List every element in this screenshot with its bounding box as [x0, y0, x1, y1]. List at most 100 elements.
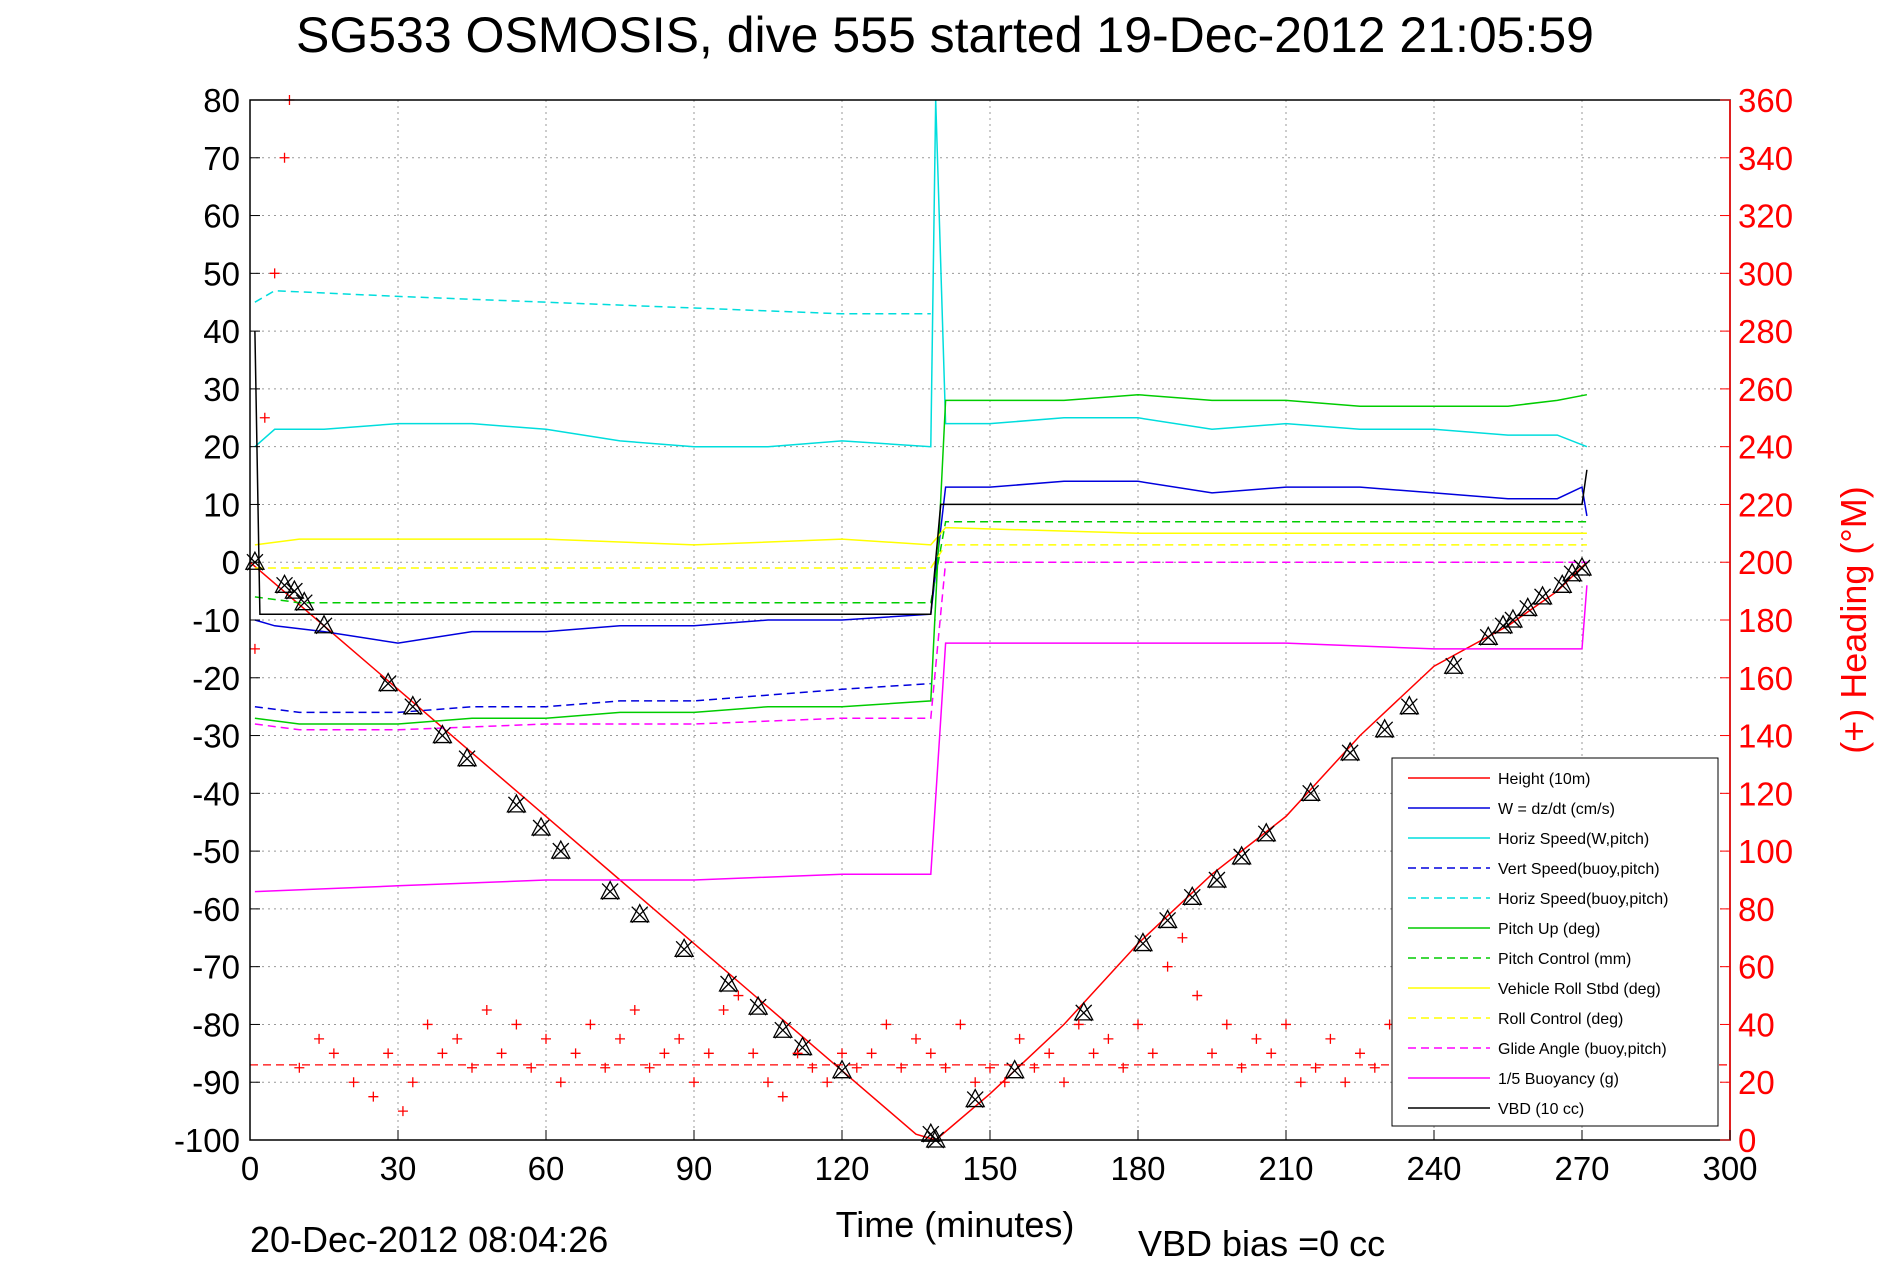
heading-point-9	[368, 1091, 379, 1102]
series-line-5	[254, 393, 1588, 725]
y-tick-label-12: -40	[192, 775, 240, 812]
series-line-8	[254, 544, 1587, 569]
y-tick-label-13: -50	[192, 833, 240, 870]
y-tick-label-1: 70	[203, 140, 240, 177]
legend-label-9: Glide Angle (buoy,pitch)	[1498, 1041, 1667, 1058]
x-tick-label-10: 300	[1702, 1150, 1757, 1187]
heading-point-49	[955, 1019, 966, 1030]
depth-marker-40	[1532, 585, 1553, 606]
heading-point-27	[629, 1005, 640, 1015]
depth-marker-14	[674, 937, 695, 958]
depth-marker-27	[1182, 885, 1203, 906]
y-tick-label-11: -30	[192, 718, 240, 755]
heading-point-71	[1281, 1019, 1291, 1030]
heading-point-76	[1355, 1048, 1365, 1059]
legend-label-5: Pitch Up (deg)	[1498, 921, 1600, 938]
heading-point-37	[777, 1091, 788, 1102]
series-line-1	[254, 480, 1588, 644]
y-tick-label-4: 40	[203, 313, 240, 350]
heading-point-54	[1029, 1062, 1040, 1073]
heading-point-1	[259, 412, 270, 423]
depth-marker-16	[748, 995, 769, 1016]
series-line-3	[254, 682, 931, 714]
heading-point-3	[279, 152, 290, 163]
heading-point-68	[1236, 1062, 1247, 1073]
heading-point-21	[541, 1033, 551, 1044]
y-tick-label-10: -20	[192, 660, 240, 697]
depth-marker-1	[274, 573, 295, 594]
heading-point-77	[1369, 1062, 1380, 1073]
series-line-6	[254, 521, 1587, 604]
y-tick-label-5: 30	[203, 371, 240, 408]
heading-point-6	[314, 1033, 325, 1044]
depth-marker-26	[1157, 909, 1178, 929]
heading-point-34	[733, 990, 744, 1001]
right-tick-label-8: 200	[1738, 544, 1793, 581]
depth-marker-29	[1231, 845, 1252, 866]
heading-point-32	[703, 1048, 714, 1059]
heading-point-10	[383, 1048, 394, 1059]
depth-marker-9	[506, 793, 527, 814]
heading-point-36	[763, 1077, 773, 1088]
right-tick-label-11: 140	[1738, 718, 1793, 755]
depth-marker-37	[1492, 614, 1514, 635]
y-tick-label-8: 0	[222, 544, 240, 581]
depth-marker-2	[284, 579, 305, 600]
heading-point-74	[1325, 1033, 1336, 1044]
y-tick-label-0: 80	[203, 82, 240, 119]
legend-label-8: Roll Control (deg)	[1498, 1011, 1623, 1028]
heading-point-57	[1073, 1019, 1084, 1030]
heading-point-51	[985, 1062, 995, 1073]
legend-label-4: Horiz Speed(buoy,pitch)	[1498, 891, 1668, 908]
heading-point-44	[881, 1019, 892, 1030]
depth-marker-43	[1571, 556, 1593, 577]
heading-point-17	[481, 1005, 492, 1015]
depth-marker-11	[550, 839, 571, 860]
right-tick-label-5: 260	[1738, 371, 1793, 408]
y-tick-label-16: -80	[192, 1006, 240, 1043]
heading-point-65	[1192, 990, 1203, 1001]
y-tick-label-7: 10	[203, 486, 240, 523]
heading-point-42	[851, 1062, 862, 1073]
heading-point-69	[1251, 1033, 1262, 1044]
right-axis-label: (+) Heading (°M)	[1833, 486, 1874, 753]
x-tick-label-6: 180	[1110, 1150, 1165, 1187]
x-tick-label-8: 240	[1406, 1150, 1461, 1187]
depth-marker-5	[378, 672, 399, 693]
series-line-10	[254, 585, 1588, 893]
right-tick-label-9: 180	[1738, 602, 1793, 639]
x-tick-label-1: 30	[380, 1150, 417, 1187]
right-tick-label-7: 220	[1738, 486, 1793, 523]
x-axis-label: Time (minutes)	[836, 1204, 1075, 1245]
x-tick-label-9: 270	[1554, 1150, 1609, 1187]
depth-marker-24	[1073, 1001, 1094, 1022]
heading-point-52	[999, 1077, 1010, 1088]
heading-point-16	[467, 1062, 477, 1073]
x-tick-label-7: 210	[1258, 1150, 1313, 1187]
heading-point-40	[822, 1077, 833, 1088]
right-tick-label-1: 340	[1738, 140, 1793, 177]
legend-label-3: Vert Speed(buoy,pitch)	[1498, 861, 1660, 878]
y-axis-ticks: 80 70 60 50 40 30 20 10 0 -10 -20 -30 -40 -50 -60 -70 -8…	[174, 82, 260, 1159]
x-tick-label-4: 120	[814, 1150, 869, 1187]
heading-point-64	[1177, 932, 1188, 943]
heading-point-7	[328, 1048, 339, 1059]
depth-marker-33	[1374, 718, 1395, 739]
legend-label-7: Vehicle Roll Stbd (deg)	[1498, 981, 1661, 998]
heading-point-46	[911, 1033, 921, 1044]
heading-point-60	[1118, 1062, 1129, 1073]
right-tick-label-14: 80	[1738, 891, 1775, 928]
heading-point-30	[674, 1033, 685, 1044]
depth-marker-41	[1552, 573, 1573, 594]
depth-marker-7	[432, 724, 453, 745]
heading-point-67	[1221, 1019, 1232, 1030]
legend-label-11: VBD (10 cc)	[1498, 1101, 1584, 1118]
legend-label-2: Horiz Speed(W,pitch)	[1498, 831, 1649, 848]
depth-marker-15	[718, 972, 739, 993]
heading-point-38	[792, 1048, 803, 1059]
heading-point-11	[397, 1106, 408, 1117]
vbd-bias-label: VBD bias =0 cc	[1138, 1223, 1385, 1262]
right-tick-label-12: 120	[1738, 775, 1793, 812]
legend: Height (10m) W = dz/dt (cm/s) Horiz Speed(…	[1391, 757, 1719, 1127]
